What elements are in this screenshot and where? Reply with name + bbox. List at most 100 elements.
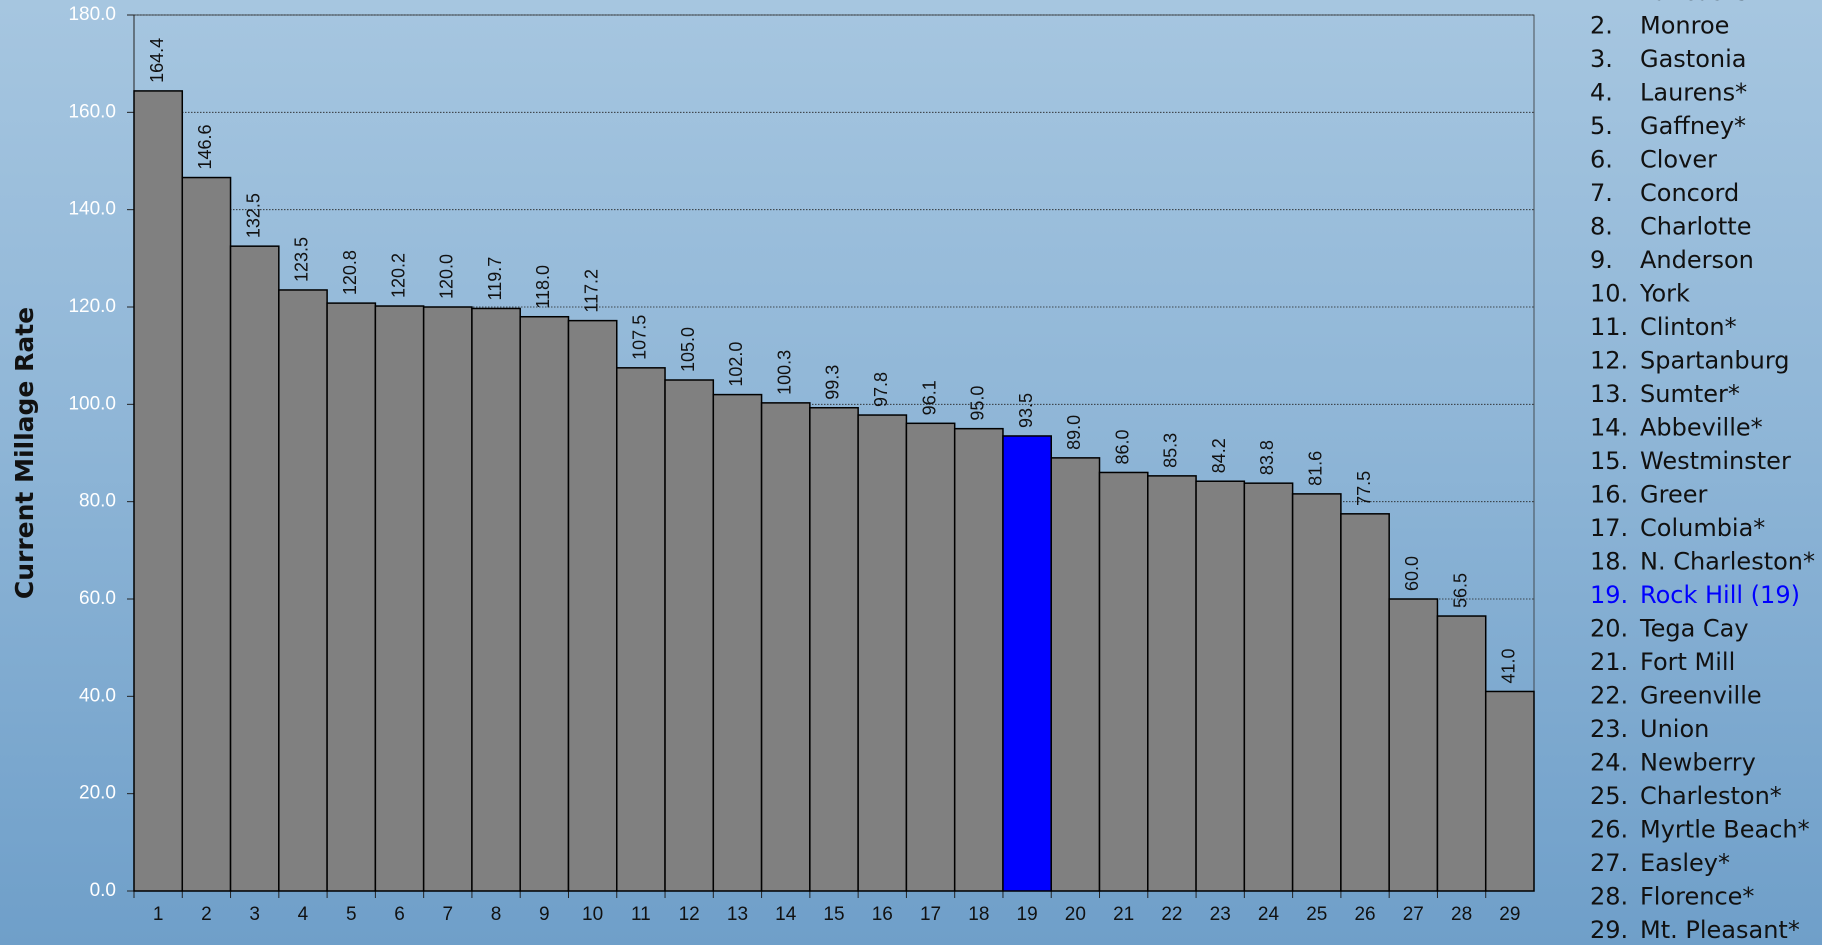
legend-number: 18.: [1590, 548, 1628, 576]
bar: [1243, 482, 1294, 892]
legend-number: 20.: [1590, 615, 1628, 643]
legend-name: Clover: [1640, 146, 1717, 174]
y-tick-label: 120.0: [68, 296, 116, 317]
value-label: 41.0: [1499, 648, 1519, 683]
x-tick-label: 4: [298, 904, 309, 925]
value-label: 89.0: [1064, 415, 1084, 450]
value-label: 119.7: [485, 257, 505, 301]
value-label: 107.5: [630, 315, 650, 360]
value-label: 93.5: [1016, 393, 1036, 428]
value-label: 83.8: [1257, 440, 1277, 475]
bar: [1098, 471, 1149, 892]
y-tick-label: 60.0: [79, 588, 116, 609]
y-tick-label: 140.0: [68, 199, 116, 220]
bar: [567, 319, 618, 892]
x-tick-label: 10: [582, 904, 603, 925]
legend-name: Mt. Pleasant*: [1640, 916, 1800, 944]
x-tick-label: 18: [968, 904, 989, 925]
legend-number: 12.: [1590, 347, 1628, 375]
bar: [664, 379, 715, 892]
x-tick-label: 17: [920, 904, 941, 925]
bar: [616, 367, 666, 892]
x-tick-label: 26: [1354, 904, 1375, 925]
value-label: 100.3: [774, 350, 794, 395]
legend-name: Fort Mill: [1640, 648, 1735, 676]
bar: [1147, 475, 1197, 892]
legend-name: Myrtle Beach*: [1640, 816, 1810, 844]
bar: [374, 305, 425, 892]
legend-number: 19.: [1590, 581, 1628, 609]
legend-number: 23.: [1590, 715, 1628, 743]
value-label: 120.0: [437, 254, 457, 299]
legend-number: 28.: [1590, 883, 1628, 911]
value-label: 99.3: [823, 365, 843, 400]
bar: [760, 402, 811, 892]
bar: [1388, 598, 1439, 892]
legend-number: 7.: [1590, 179, 1613, 207]
legend-number: 4.: [1590, 79, 1613, 107]
legend-number: 2.: [1590, 12, 1613, 40]
y-tick-label: 0.0: [90, 880, 116, 901]
x-tick-label: 22: [1161, 904, 1182, 925]
bar: [1050, 457, 1101, 892]
legend-name: Laurens*: [1640, 79, 1747, 107]
x-tick-label: 27: [1403, 904, 1424, 925]
legend-name: Concord: [1640, 179, 1739, 207]
legend-name: Florence*: [1640, 883, 1754, 911]
legend-name: Union: [1640, 715, 1709, 743]
legend-name: Anderson: [1640, 246, 1754, 274]
legend-number: 17.: [1590, 514, 1628, 542]
bar: [1195, 480, 1246, 892]
x-tick-label: 23: [1210, 904, 1231, 925]
y-tick-label: 40.0: [79, 685, 116, 706]
bar: [857, 414, 908, 892]
legend-number: 26.: [1590, 816, 1628, 844]
legend-name: Gaffney*: [1640, 112, 1746, 140]
bar: [278, 289, 328, 892]
y-tick-label: 180.0: [68, 4, 116, 25]
x-tick-label: 19: [1017, 904, 1038, 925]
x-tick-label: 29: [1499, 904, 1520, 925]
legend-name: Gastonia: [1640, 45, 1747, 73]
legend-name: Sumter*: [1640, 380, 1740, 408]
bar: [181, 176, 232, 892]
legend-name: Charleston*: [1640, 782, 1782, 810]
bar: [519, 315, 570, 892]
bar: [712, 393, 763, 892]
value-label: 164.4: [147, 38, 167, 83]
x-tick-label: 25: [1306, 904, 1327, 925]
x-tick-label: 12: [679, 904, 700, 925]
x-tick-label: 3: [249, 904, 260, 925]
legend-number: 15.: [1590, 447, 1628, 475]
bar: [953, 427, 1004, 892]
value-label: 120.2: [388, 253, 408, 298]
x-tick-label: 24: [1258, 904, 1280, 925]
x-tick-label: 14: [775, 904, 797, 925]
value-label: 96.1: [919, 380, 939, 415]
legend-number: 13.: [1590, 380, 1628, 408]
legend-name: Newberry: [1640, 749, 1756, 777]
legend-name: Easley*: [1640, 849, 1730, 877]
legend-name: Lancaster: [1640, 0, 1758, 6]
value-label: 56.5: [1450, 573, 1470, 608]
x-tick-label: 2: [201, 904, 212, 925]
value-label: 60.0: [1402, 556, 1422, 591]
y-tick-label: 100.0: [68, 393, 116, 414]
x-tick-label: 20: [1065, 904, 1086, 925]
bar: [471, 307, 521, 892]
value-label: 81.6: [1306, 451, 1326, 486]
legend-name: N. Charleston*: [1640, 548, 1815, 576]
value-label: 86.0: [1112, 429, 1132, 464]
legend-name: Tega Cay: [1639, 615, 1749, 643]
bar: [1436, 615, 1487, 892]
legend-number: 1.: [1590, 0, 1613, 6]
legend-name: Rock Hill (19): [1640, 581, 1800, 609]
bar: [229, 245, 280, 892]
y-tick-label: 160.0: [68, 101, 116, 122]
value-label: 95.0: [968, 386, 988, 421]
bar: [809, 406, 859, 892]
legend-number: 10.: [1590, 280, 1628, 308]
value-label: 102.0: [726, 342, 746, 387]
value-label: 146.6: [195, 124, 215, 169]
bar: [422, 306, 473, 892]
